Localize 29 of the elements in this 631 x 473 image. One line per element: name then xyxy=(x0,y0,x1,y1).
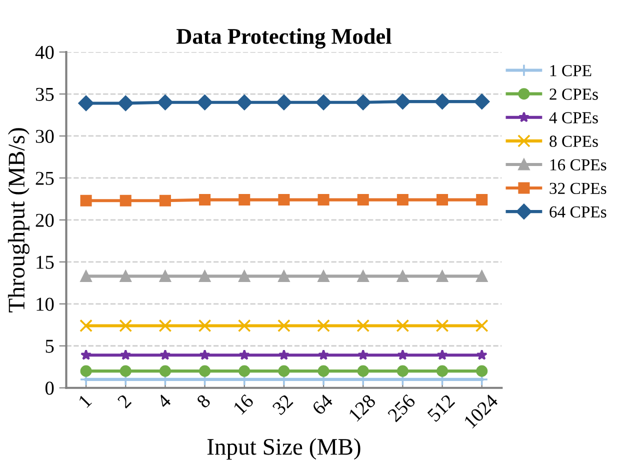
legend-label: 1 CPE xyxy=(550,65,592,76)
y-tick-label: 40 xyxy=(35,46,54,59)
x-tick-label: 1 xyxy=(78,394,92,408)
y-tick-label: 0 xyxy=(45,382,54,395)
y-tick-label: 35 xyxy=(36,88,54,101)
legend-label: 8 CPEs xyxy=(550,136,598,147)
x-axis-title: Input Size (MB) xyxy=(207,438,360,460)
legend-label: 64 CPEs xyxy=(550,206,606,218)
x-tick-label: 64 xyxy=(311,393,334,416)
y-tick-label: 5 xyxy=(46,340,54,353)
legend-label: 32 CPEs xyxy=(550,182,606,194)
chart-title: Data Protecting Model xyxy=(176,28,392,49)
y-tick-label: 30 xyxy=(36,130,54,143)
x-tick-label: 8 xyxy=(196,394,212,409)
y-axis-title: Throughput (MB/s) xyxy=(8,128,30,312)
x-tick-label: 128 xyxy=(348,394,376,422)
x-tick-label: 512 xyxy=(426,394,456,422)
x-tick-label: 32 xyxy=(272,394,294,416)
x-tick-label: 2 xyxy=(116,394,132,409)
legend-label: 2 CPEs xyxy=(550,88,598,100)
y-tick-label: 10 xyxy=(36,298,54,311)
y-tick-label: 15 xyxy=(36,256,54,269)
x-tick-label: 16 xyxy=(232,394,254,415)
y-tick-label: 25 xyxy=(36,172,54,185)
legend-label: 16 CPEs xyxy=(550,159,606,170)
y-tick-label: 20 xyxy=(36,214,54,227)
x-tick-label: 256 xyxy=(387,394,416,422)
x-tick-label: 4 xyxy=(156,393,172,409)
legend-label: 4 CPEs xyxy=(549,112,598,124)
